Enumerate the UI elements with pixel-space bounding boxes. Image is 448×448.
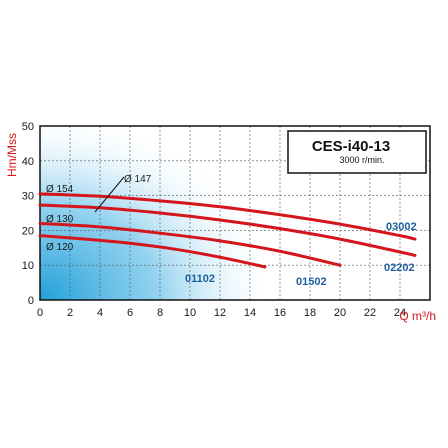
x-tick-label: 24 xyxy=(394,307,406,319)
y-tick-labels: 0 10 20 30 40 50 xyxy=(22,121,34,307)
x-tick-label: 16 xyxy=(274,307,286,319)
y-tick-label: 20 xyxy=(22,225,34,237)
pump-curve-01102 xyxy=(38,234,267,269)
y-tick-label: 50 xyxy=(22,121,34,133)
diameter-label-147: Ø 147 xyxy=(124,174,152,185)
y-tick-label: 10 xyxy=(22,260,34,272)
code-label-02202: 02202 xyxy=(384,262,415,274)
x-tick-label: 22 xyxy=(364,307,376,319)
y-axis-title: Hm/Mss xyxy=(5,133,19,177)
pump-curve-02202 xyxy=(38,203,417,257)
y-tick-label: 0 xyxy=(28,295,34,307)
y-tick-label: 40 xyxy=(22,156,34,168)
x-tick-label: 20 xyxy=(334,307,346,319)
title-box: CES-i40-13 3000 r/min. xyxy=(287,130,427,174)
y-tick-label: 30 xyxy=(22,191,34,203)
x-tick-label: 2 xyxy=(67,307,73,319)
x-tick-label: 14 xyxy=(244,307,256,319)
diameter-label-130: Ø 130 xyxy=(46,214,74,225)
x-axis-title: Q m³/h xyxy=(399,309,436,323)
x-tick-labels: 0 2 4 6 8 10 12 14 16 18 20 22 24 xyxy=(37,307,406,319)
pump-curve-01502 xyxy=(38,221,342,267)
diameter-labels: Ø 154 Ø 147 Ø 130 Ø 120 xyxy=(46,174,152,253)
x-tick-label: 18 xyxy=(304,307,316,319)
diameter-label-120: Ø 120 xyxy=(46,242,74,253)
code-label-01102: 01102 xyxy=(185,273,215,285)
model-code-labels: 03002 02202 01502 01102 xyxy=(185,221,417,288)
x-tick-label: 6 xyxy=(127,307,133,319)
chart-title: CES-i40-13 xyxy=(312,138,390,155)
x-tick-label: 0 xyxy=(37,307,43,319)
pump-curve-03002 xyxy=(38,192,417,241)
code-label-01502: 01502 xyxy=(296,276,327,288)
x-tick-label: 8 xyxy=(157,307,163,319)
pump-curves xyxy=(38,192,417,269)
diameter-147-leader xyxy=(94,176,125,213)
plot-frame xyxy=(39,125,431,301)
diameter-label-154: Ø 154 xyxy=(46,184,74,195)
code-label-03002: 03002 xyxy=(386,221,417,233)
x-tick-label: 12 xyxy=(214,307,226,319)
chart-subtitle: 3000 r/min. xyxy=(339,155,384,165)
x-tick-label: 10 xyxy=(184,307,196,319)
x-tick-label: 4 xyxy=(97,307,103,319)
